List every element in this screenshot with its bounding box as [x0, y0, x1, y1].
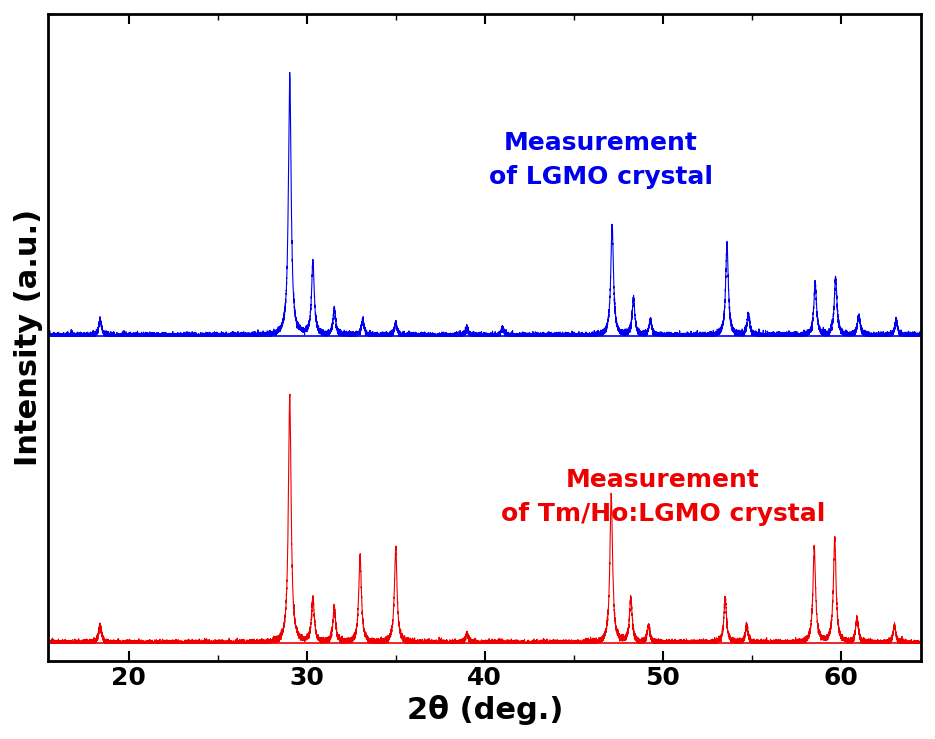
Text: Measurement
of Tm/Ho:LGMO crystal: Measurement of Tm/Ho:LGMO crystal	[500, 468, 825, 525]
X-axis label: 2θ (deg.): 2θ (deg.)	[407, 695, 563, 725]
Y-axis label: Intensity (a.u.): Intensity (a.u.)	[14, 208, 43, 466]
Text: Measurement
of LGMO crystal: Measurement of LGMO crystal	[489, 132, 712, 189]
